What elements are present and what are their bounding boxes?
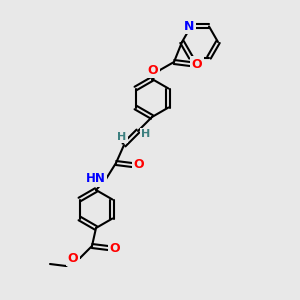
Text: O: O [148,64,158,76]
Text: H: H [141,129,151,139]
Text: O: O [110,242,120,254]
Text: O: O [134,158,144,172]
Text: O: O [68,251,78,265]
Text: HN: HN [86,172,106,185]
Text: O: O [192,58,202,70]
Text: H: H [117,132,127,142]
Text: N: N [184,20,194,33]
